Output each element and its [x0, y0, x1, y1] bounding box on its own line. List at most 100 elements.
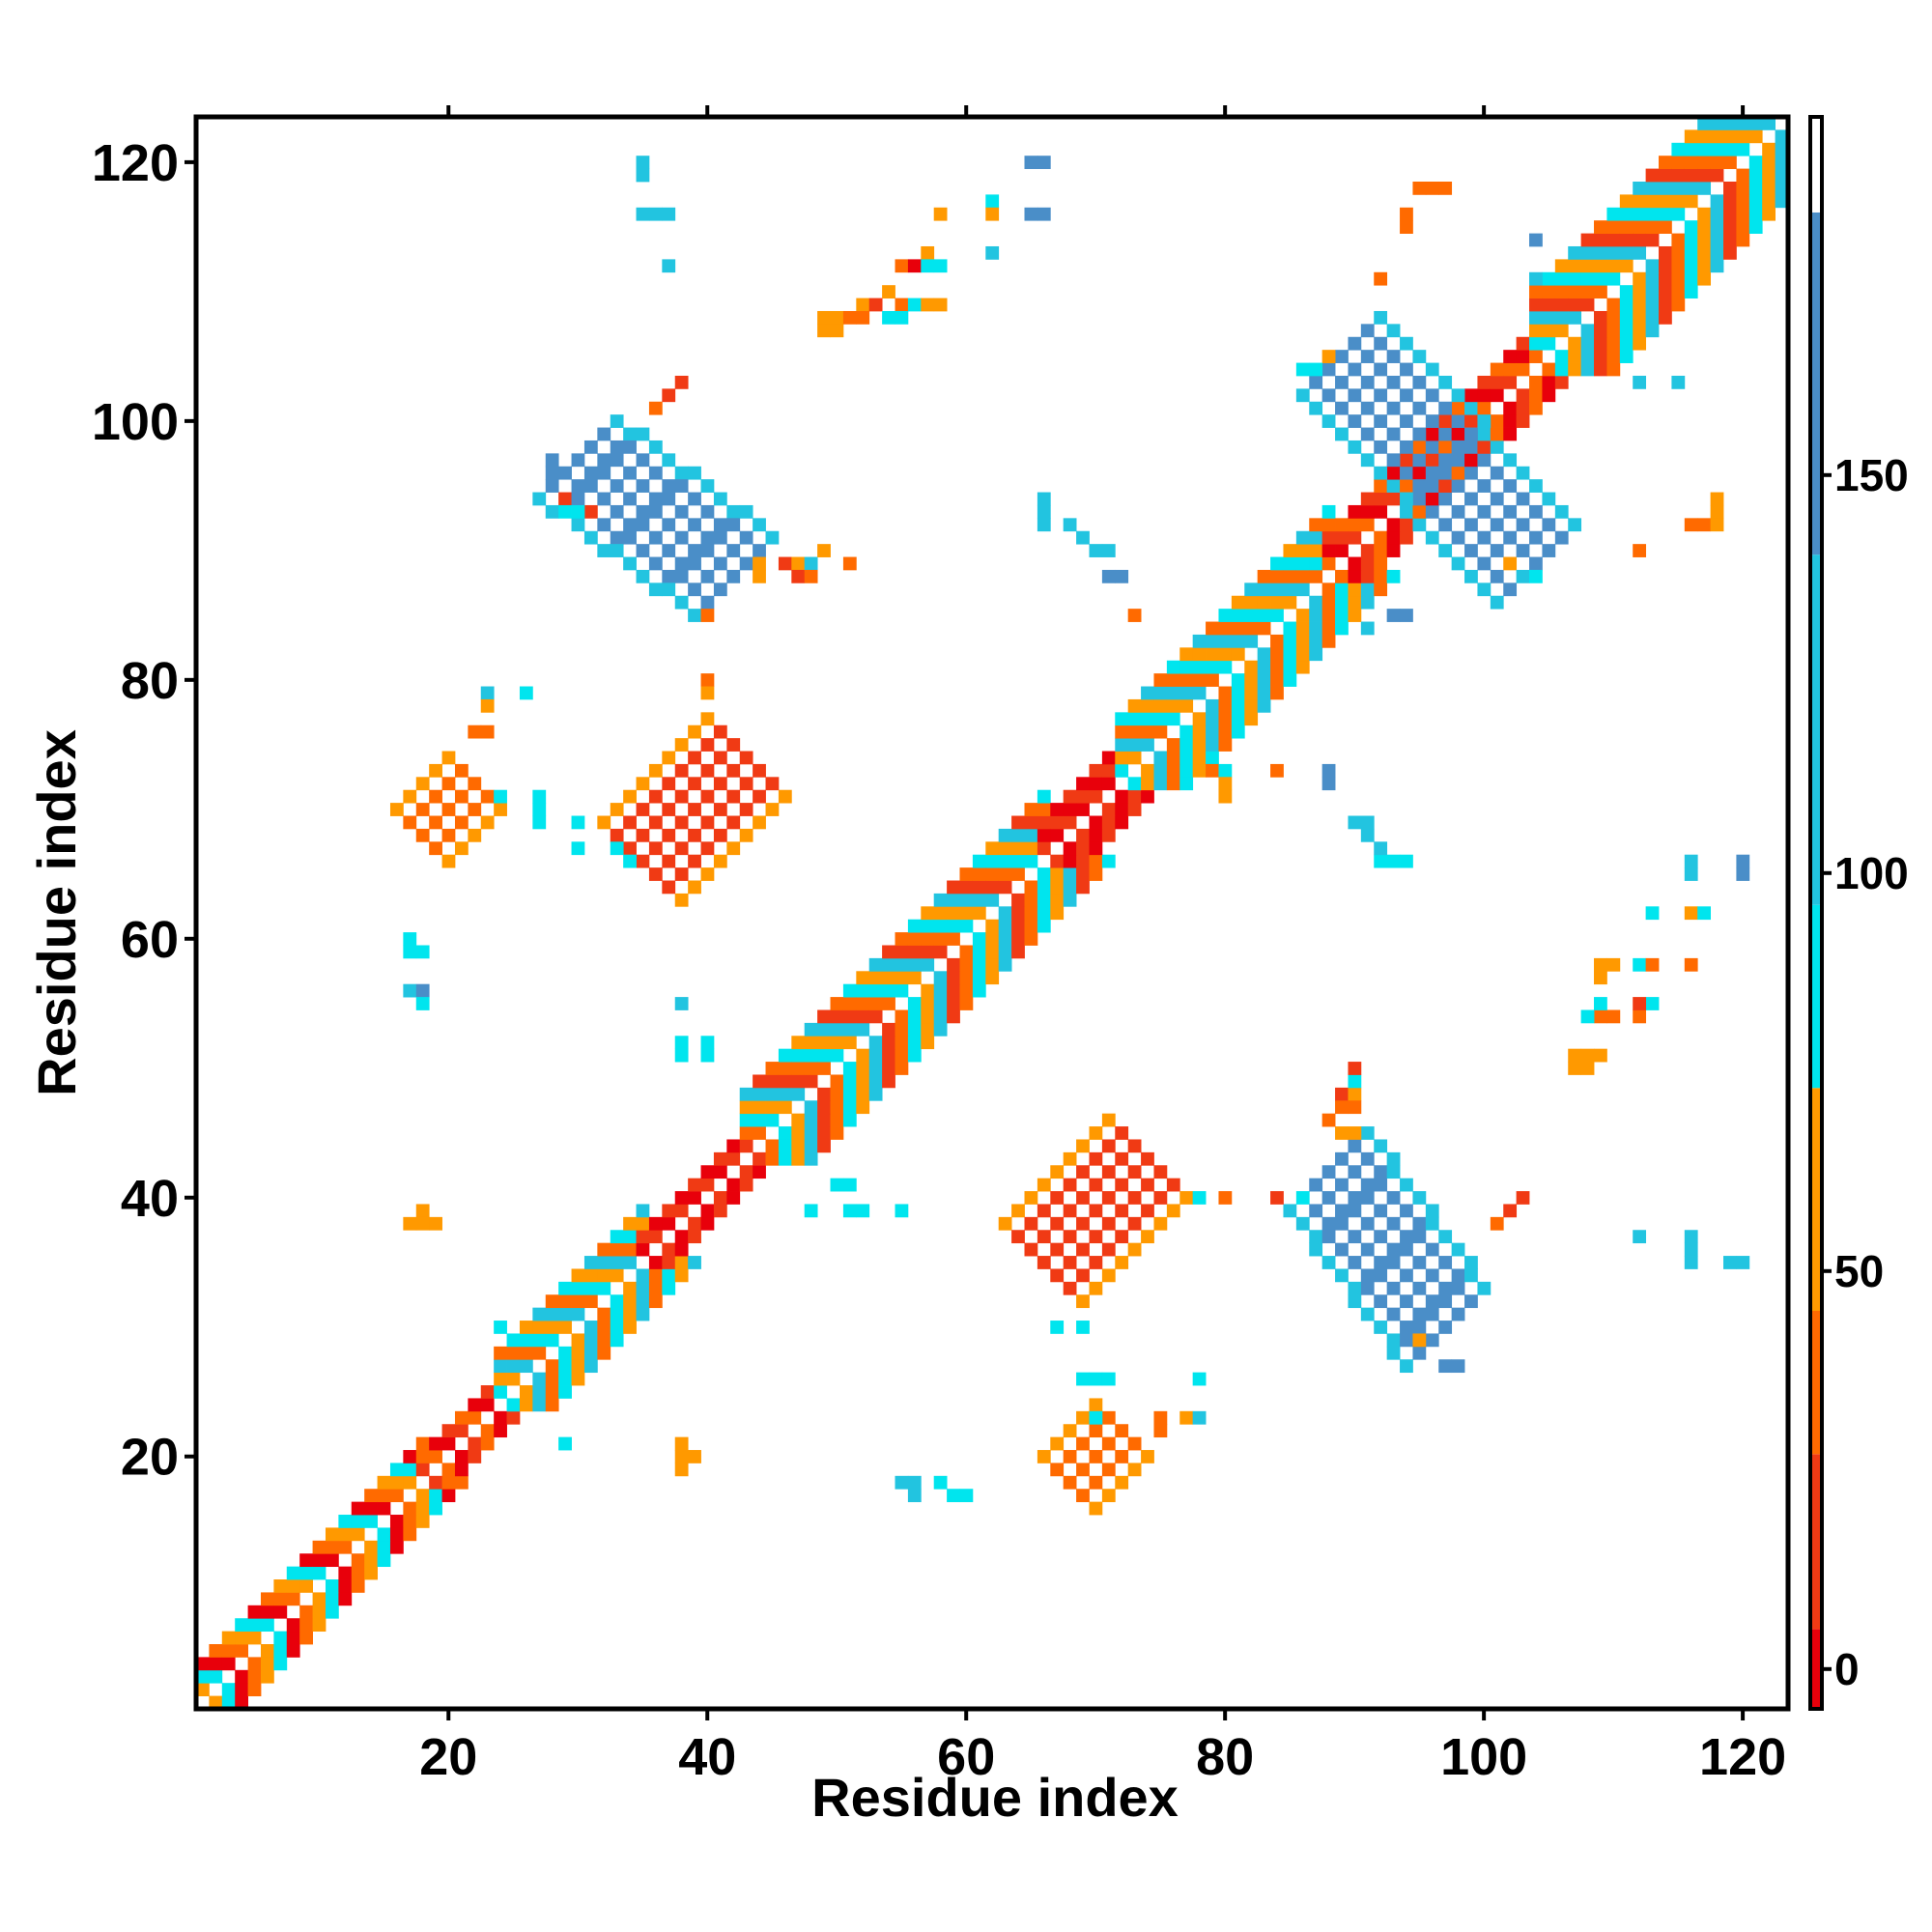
- heatmap-cell: [1335, 1242, 1349, 1257]
- heatmap-cell: [1283, 634, 1297, 648]
- heatmap-cell: [1321, 362, 1336, 377]
- heatmap-cell: [933, 983, 948, 998]
- heatmap-cell: [610, 841, 624, 856]
- heatmap-cell: [1360, 556, 1375, 571]
- heatmap-cell: [1206, 698, 1219, 713]
- x-tick-label: 60: [937, 1728, 995, 1786]
- heatmap-cell: [1451, 1268, 1465, 1283]
- heatmap-cell: [1257, 609, 1271, 622]
- heatmap-cell: [1503, 479, 1518, 493]
- heatmap-cell: [1321, 556, 1336, 571]
- heatmap-cell: [558, 1359, 572, 1374]
- heatmap-cell: [1451, 1359, 1465, 1374]
- heatmap-cell: [1580, 259, 1595, 273]
- heatmap-cell: [610, 1268, 624, 1283]
- heatmap-cell: [882, 285, 895, 298]
- heatmap-cell: [558, 1307, 572, 1321]
- heatmap-cell: [1645, 220, 1660, 234]
- heatmap-cell: [1348, 1139, 1362, 1153]
- heatmap-cell: [1063, 1204, 1077, 1218]
- heatmap-cell: [1283, 673, 1297, 687]
- heatmap-cell: [1438, 375, 1453, 389]
- heatmap-cell: [623, 1294, 637, 1309]
- heatmap-cell: [454, 1410, 469, 1425]
- heatmap-cell: [597, 518, 611, 532]
- heatmap-cell: [1011, 841, 1025, 856]
- heatmap-cell: [1206, 647, 1219, 662]
- heatmap-cell: [1529, 298, 1543, 312]
- heatmap-cell: [454, 1475, 469, 1490]
- heatmap-cell: [1270, 556, 1284, 571]
- heatmap-cell: [1606, 310, 1621, 325]
- heatmap-cell: [1037, 815, 1051, 830]
- heatmap-cell: [583, 440, 598, 454]
- heatmap-cell: [1710, 518, 1724, 532]
- heatmap-cell: [610, 479, 624, 493]
- heatmap-cell: [403, 1501, 417, 1516]
- heatmap-cell: [1684, 285, 1698, 298]
- heatmap-cell: [1580, 324, 1595, 338]
- heatmap-cell: [1063, 1151, 1077, 1166]
- heatmap-cell: [1192, 763, 1207, 778]
- heatmap-cell: [429, 1489, 442, 1503]
- heatmap-cell: [1076, 1489, 1090, 1503]
- heatmap-cell: [610, 453, 624, 468]
- heatmap-cell: [1464, 414, 1478, 428]
- heatmap-cell: [1748, 220, 1763, 234]
- heatmap-cell: [1037, 893, 1051, 907]
- heatmap-cell: [882, 957, 895, 972]
- heatmap-cell: [1192, 660, 1207, 674]
- heatmap-cell: [597, 1321, 611, 1334]
- heatmap-cell: [1477, 375, 1492, 389]
- heatmap-cell: [1115, 712, 1129, 726]
- heatmap-cell: [1153, 673, 1168, 687]
- heatmap-cell: [415, 777, 430, 791]
- heatmap-cell: [1348, 1256, 1362, 1269]
- heatmap-cell: [1594, 220, 1607, 234]
- heatmap-cell: [583, 1359, 598, 1374]
- heatmap-cell: [700, 1216, 715, 1231]
- heatmap-cell: [1594, 336, 1607, 351]
- heatmap-cell: [364, 1553, 378, 1568]
- y-tick-label: 20: [121, 1429, 179, 1487]
- heatmap-cell: [882, 1062, 895, 1075]
- heatmap-cell: [985, 957, 1000, 972]
- heatmap-cell: [882, 1074, 895, 1089]
- heatmap-cell: [765, 1087, 780, 1101]
- heatmap-cell: [415, 945, 430, 959]
- heatmap-cell: [623, 854, 637, 868]
- heatmap-cell: [623, 1321, 637, 1334]
- heatmap-cell: [1736, 854, 1750, 868]
- heatmap-cell: [1516, 544, 1530, 557]
- heatmap-cell: [1580, 350, 1595, 363]
- heatmap-cell: [907, 298, 922, 312]
- heatmap-cell: [1153, 698, 1168, 713]
- heatmap-cell: [1477, 414, 1492, 428]
- heatmap-cell: [1684, 854, 1698, 868]
- heatmap-cell: [1283, 647, 1297, 662]
- heatmap-cell: [571, 1346, 585, 1360]
- heatmap-cell: [1076, 803, 1090, 816]
- heatmap-cell: [713, 582, 727, 597]
- heatmap-cell: [933, 1009, 948, 1024]
- heatmap-cell: [882, 945, 895, 959]
- heatmap-cell: [933, 945, 948, 959]
- heatmap-cell: [1516, 569, 1530, 583]
- heatmap-cell: [571, 1294, 585, 1309]
- heatmap-cell: [403, 815, 417, 830]
- heatmap-cell: [1529, 310, 1543, 325]
- heatmap-cell: [1089, 1281, 1103, 1295]
- heatmap-cell: [1554, 285, 1569, 298]
- heatmap-cell: [868, 1062, 883, 1075]
- heatmap-cell: [1425, 181, 1439, 195]
- heatmap-cell: [1127, 1242, 1142, 1257]
- heatmap-cell: [286, 1579, 300, 1593]
- heatmap-cell: [1516, 401, 1530, 415]
- heatmap-cell: [1400, 530, 1413, 545]
- heatmap-cell: [1697, 142, 1712, 156]
- heatmap-cell: [1024, 828, 1038, 842]
- heatmap-cell: [1464, 1256, 1478, 1269]
- heatmap-cell: [636, 803, 650, 816]
- heatmap-cell: [842, 1062, 857, 1075]
